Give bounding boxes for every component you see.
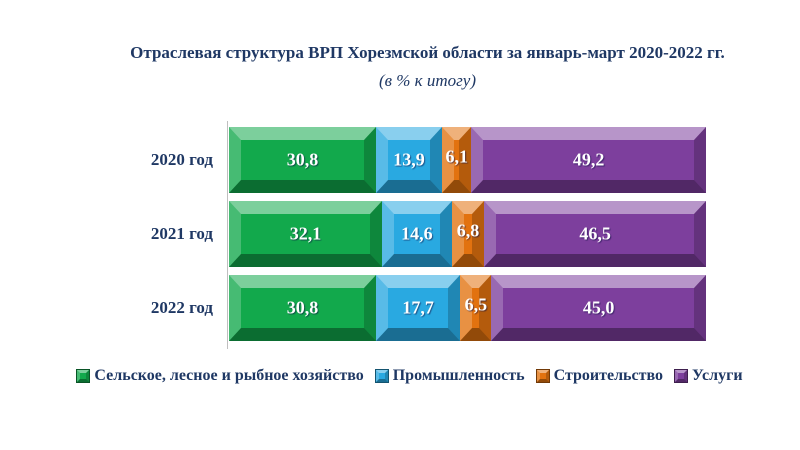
bar-segment-series-3: 6,5 (460, 275, 492, 341)
y-axis-line (227, 121, 228, 349)
category-label: 2020 год (150, 150, 213, 169)
legend-item: Строительство (536, 367, 663, 385)
legend-swatch (675, 370, 687, 382)
bar-segment-series-2: 17,7 (375, 275, 461, 341)
legend-label: Сельское, лесное и рыбное хозяйство (94, 367, 364, 384)
legend-swatch (536, 370, 549, 382)
legend-label: Промышленность (392, 367, 525, 384)
bar-segment-series-4: 45,0 (491, 275, 706, 341)
legend-item: Сельское, лесное и рыбное хозяйство (77, 367, 364, 385)
bar-segment-series-2: 13,9 (375, 127, 443, 193)
chart-subtitle: (в % к итогу) (378, 71, 477, 90)
plot-area: 2020 год 30,8 13,9 6,1 49,2 2021 год 32,1 14,6 6… (125, 127, 706, 349)
value-label: 46,5 (579, 223, 611, 244)
stacked-bar: 32,1 14,6 6,8 46,5 (229, 201, 706, 267)
value-label: 6,5 (464, 294, 488, 315)
category-label: 2021 год (150, 224, 213, 243)
bar-row: 2022 год 30,8 17,7 6,5 45,0 (125, 275, 706, 341)
value-label: 30,8 (286, 297, 319, 318)
value-label: 30,8 (286, 149, 319, 170)
bar-row: 2020 год 30,8 13,9 6,1 49,2 (125, 127, 706, 193)
stacked-bar: 30,8 13,9 6,1 49,2 (229, 127, 706, 193)
value-label: 6,8 (456, 220, 480, 241)
value-label: 13,9 (393, 149, 425, 170)
bar-segment-series-1: 30,8 (229, 127, 376, 193)
legend-item: Услуги (675, 367, 743, 385)
legend-swatch (77, 370, 90, 382)
bar-segment-series-4: 46,5 (484, 201, 706, 267)
stacked-bar: 30,8 17,7 6,5 45,0 (229, 275, 706, 341)
category-label: 2022 год (150, 298, 213, 317)
chart-title: Отраслевая структура ВРП Хорезмской обла… (130, 43, 725, 62)
bar-segment-series-4: 49,2 (471, 127, 706, 193)
value-label: 45,0 (582, 297, 615, 318)
legend-label: Услуги (692, 367, 743, 384)
value-label: 14,6 (401, 223, 433, 244)
bar-segment-series-2: 14,6 (382, 201, 452, 267)
bar-segment-series-1: 32,1 (229, 201, 383, 267)
value-label: 6,1 (445, 146, 469, 167)
bar-row: 2021 год 32,1 14,6 6,8 46,5 (125, 201, 706, 267)
bar-segment-series-3: 6,8 (451, 201, 485, 267)
bar-segment-series-3: 6,1 (442, 127, 472, 193)
legend: Сельское, лесное и рыбное хозяйство Промы… (30, 367, 790, 385)
value-label: 49,2 (572, 149, 605, 170)
legend-label: Строительство (553, 367, 663, 384)
bar-segment-series-1: 30,8 (229, 275, 376, 341)
value-label: 17,7 (402, 297, 434, 318)
legend-swatch (375, 370, 388, 382)
legend-item: Промышленность (375, 367, 525, 385)
value-label: 32,1 (289, 223, 322, 244)
